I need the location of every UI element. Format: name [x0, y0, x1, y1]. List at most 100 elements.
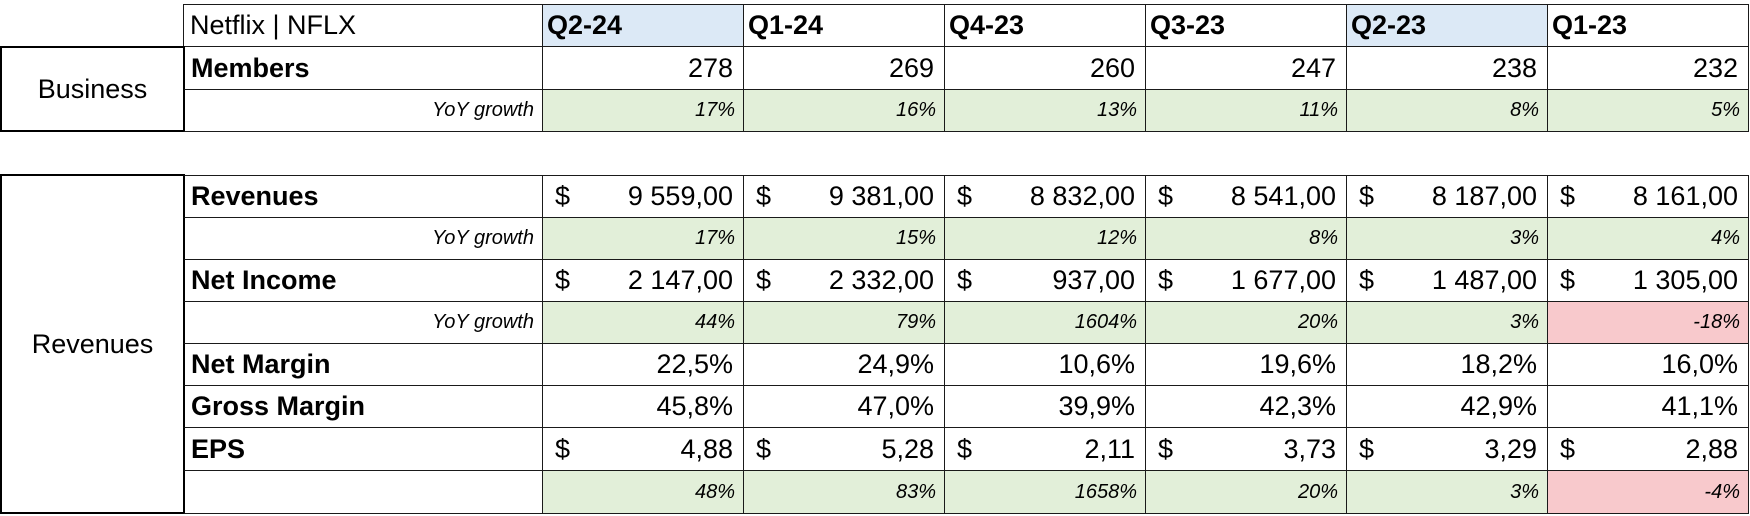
amount: 1 487,00 [1431, 265, 1537, 295]
revenues-yoy-value[interactable]: 12% [945, 218, 1146, 260]
revenues-value[interactable]: $9 381,00 [744, 175, 945, 218]
row-label-eps[interactable]: EPS [183, 428, 543, 471]
members-yoy-value[interactable]: 11% [1146, 90, 1347, 132]
revenues-value[interactable]: $9 559,00 [543, 175, 744, 218]
net-margin-value[interactable]: 19,6% [1146, 344, 1347, 386]
net-income-value[interactable]: $1 677,00 [1146, 260, 1347, 302]
revenues-yoy-value[interactable]: 17% [543, 218, 744, 260]
gross-margin-value[interactable]: 41,1% [1548, 386, 1749, 428]
revenues-value[interactable]: $8 832,00 [945, 175, 1146, 218]
currency-symbol: $ [957, 265, 973, 295]
gross-margin-value[interactable]: 39,9% [945, 386, 1146, 428]
net-income-yoy-value[interactable]: 1604% [945, 302, 1146, 344]
currency-symbol: $ [756, 181, 772, 211]
quarter-header-q1-23[interactable]: Q1-23 [1548, 4, 1749, 47]
members-value[interactable]: 260 [945, 47, 1146, 90]
net-income-value[interactable]: $2 332,00 [744, 260, 945, 302]
gross-margin-value[interactable]: 45,8% [543, 386, 744, 428]
currency-symbol: $ [1158, 433, 1174, 464]
currency-symbol: $ [1359, 433, 1375, 464]
row-label-net-income[interactable]: Net Income [183, 260, 543, 302]
revenues-yoy-value[interactable]: 15% [744, 218, 945, 260]
eps-yoy-value[interactable]: 83% [744, 471, 945, 514]
eps-yoy-value[interactable]: 1658% [945, 471, 1146, 514]
members-value[interactable]: 232 [1548, 47, 1749, 90]
eps-value[interactable]: $3,73 [1146, 428, 1347, 471]
currency-symbol: $ [555, 181, 571, 211]
currency-symbol: $ [756, 265, 772, 295]
eps-value[interactable]: $3,29 [1347, 428, 1548, 471]
net-income-value[interactable]: $1 305,00 [1548, 260, 1749, 302]
eps-value[interactable]: $5,28 [744, 428, 945, 471]
quarter-header-q1-24[interactable]: Q1-24 [744, 4, 945, 47]
eps-value[interactable]: $2,11 [945, 428, 1146, 471]
eps-yoy-value[interactable]: 48% [543, 471, 744, 514]
net-income-yoy-value[interactable]: 44% [543, 302, 744, 344]
revenues-value[interactable]: $8 187,00 [1347, 175, 1548, 218]
net-margin-value[interactable]: 10,6% [945, 344, 1146, 386]
net-income-value[interactable]: $1 487,00 [1347, 260, 1548, 302]
gross-margin-value[interactable]: 42,9% [1347, 386, 1548, 428]
members-value[interactable]: 278 [543, 47, 744, 90]
row-label-revenues[interactable]: Revenues [183, 175, 543, 218]
amount: 2,88 [1685, 433, 1738, 464]
row-label-gross-margin[interactable]: Gross Margin [183, 386, 543, 428]
members-yoy-value[interactable]: 8% [1347, 90, 1548, 132]
net-income-yoy-value[interactable]: 20% [1146, 302, 1347, 344]
members-value[interactable]: 247 [1146, 47, 1347, 90]
company-title-cell[interactable]: Netflix | NFLX [183, 4, 543, 47]
revenues-yoy-value[interactable]: 4% [1548, 218, 1749, 260]
net-margin-value[interactable]: 18,2% [1347, 344, 1548, 386]
quarter-header-q3-23[interactable]: Q3-23 [1146, 4, 1347, 47]
members-yoy-value[interactable]: 17% [543, 90, 744, 132]
currency-symbol: $ [1560, 265, 1576, 295]
revenues-yoy-value[interactable]: 3% [1347, 218, 1548, 260]
currency-symbol: $ [555, 265, 571, 295]
eps-yoy-value[interactable]: -4% [1548, 471, 1749, 514]
revenues-value[interactable]: $8 541,00 [1146, 175, 1347, 218]
members-yoy-value[interactable]: 5% [1548, 90, 1749, 132]
eps-value[interactable]: $2,88 [1548, 428, 1749, 471]
row-label-net-margin[interactable]: Net Margin [183, 344, 543, 386]
net-margin-value[interactable]: 22,5% [543, 344, 744, 386]
net-income-value[interactable]: $937,00 [945, 260, 1146, 302]
quarter-header-q2-24[interactable]: Q2-24 [543, 4, 744, 47]
quarter-header-q4-23[interactable]: Q4-23 [945, 4, 1146, 47]
members-value[interactable]: 269 [744, 47, 945, 90]
members-value[interactable]: 238 [1347, 47, 1548, 90]
members-yoy-value[interactable]: 16% [744, 90, 945, 132]
revenues-yoy-value[interactable]: 8% [1146, 218, 1347, 260]
net-income-yoy-value[interactable]: 79% [744, 302, 945, 344]
revenues-value[interactable]: $8 161,00 [1548, 175, 1749, 218]
amount: 1 677,00 [1230, 265, 1336, 295]
row-label-net-income-yoy[interactable]: YoY growth [183, 302, 543, 344]
net-margin-value[interactable]: 24,9% [744, 344, 945, 386]
currency-symbol: $ [1560, 181, 1576, 211]
members-yoy-value[interactable]: 13% [945, 90, 1146, 132]
gross-margin-value[interactable]: 42,3% [1146, 386, 1347, 428]
net-income-yoy-value[interactable]: -18% [1548, 302, 1749, 344]
row-label-revenues-yoy[interactable]: YoY growth [183, 218, 543, 260]
row-label-members-yoy[interactable]: YoY growth [183, 90, 543, 132]
amount: 2 147,00 [627, 265, 733, 295]
quarter-header-q2-23[interactable]: Q2-23 [1347, 4, 1548, 47]
amount: 2 332,00 [828, 265, 934, 295]
gross-margin-value[interactable]: 47,0% [744, 386, 945, 428]
amount: 4,88 [680, 433, 733, 464]
amount: 9 559,00 [627, 181, 733, 211]
net-income-value[interactable]: $2 147,00 [543, 260, 744, 302]
amount: 3,73 [1283, 433, 1336, 464]
net-margin-value[interactable]: 16,0% [1548, 344, 1749, 386]
eps-yoy-value[interactable]: 3% [1347, 471, 1548, 514]
eps-value[interactable]: $4,88 [543, 428, 744, 471]
currency-symbol: $ [957, 181, 973, 211]
row-label-members[interactable]: Members [183, 47, 543, 90]
eps-yoy-value[interactable]: 20% [1146, 471, 1347, 514]
row-label-eps-yoy[interactable] [183, 471, 543, 514]
section-revenues[interactable]: Revenues [0, 174, 185, 514]
section-business[interactable]: Business [0, 46, 185, 132]
net-income-yoy-value[interactable]: 3% [1347, 302, 1548, 344]
currency-symbol: $ [1560, 433, 1576, 464]
amount: 9 381,00 [828, 181, 934, 211]
